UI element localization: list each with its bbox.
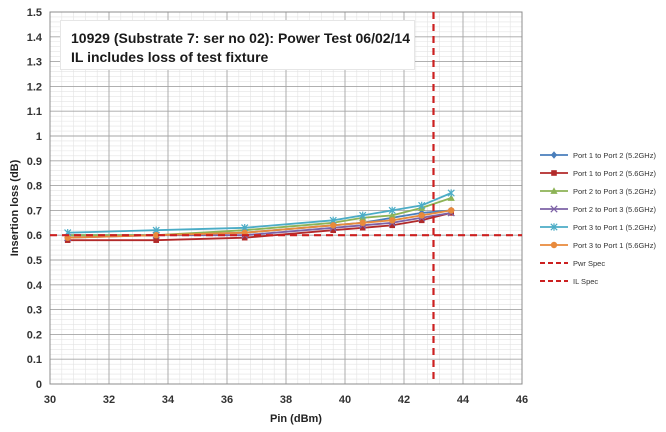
y-tick-label: 1.1 bbox=[27, 106, 42, 118]
x-tick-label: 38 bbox=[280, 394, 292, 406]
x-tick-label: 30 bbox=[44, 394, 56, 406]
reference-lines bbox=[50, 12, 522, 384]
y-tick-label: 0 bbox=[36, 379, 42, 391]
data-point bbox=[359, 211, 367, 220]
legend-label: Pwr Spec bbox=[573, 259, 605, 268]
legend-item: IL Spec bbox=[540, 277, 598, 286]
legend-item: Port 2 to Port 3 (5.6GHz) bbox=[540, 205, 656, 214]
x-tick-label: 46 bbox=[516, 394, 528, 406]
data-point bbox=[418, 217, 425, 224]
data-point bbox=[241, 234, 248, 241]
data-point bbox=[359, 219, 366, 226]
legend-item: Port 3 to Port 1 (5.6GHz) bbox=[540, 241, 656, 250]
y-tick-label: 1.4 bbox=[27, 32, 43, 44]
series-line bbox=[67, 192, 452, 234]
x-tick-label: 32 bbox=[103, 394, 115, 406]
data-point bbox=[388, 211, 396, 219]
legend-label: Port 3 to Port 1 (5.6GHz) bbox=[573, 241, 656, 250]
series-line bbox=[67, 212, 452, 242]
data-point bbox=[153, 237, 159, 243]
data-point bbox=[448, 207, 455, 214]
data-point bbox=[447, 194, 455, 201]
legend-item: Port 1 to Port 2 (5.2GHz) bbox=[540, 151, 656, 160]
data-point bbox=[418, 201, 426, 210]
legend-label: Port 2 to Port 3 (5.2GHz) bbox=[573, 187, 656, 196]
legend-label: Port 1 to Port 2 (5.2GHz) bbox=[573, 151, 656, 160]
legend-marker bbox=[550, 187, 558, 194]
y-axis-title: Insertion loss (dB) bbox=[9, 159, 21, 256]
y-tick-label: 0.4 bbox=[27, 280, 43, 292]
grid bbox=[49, 11, 523, 385]
series-5 bbox=[64, 189, 455, 237]
legend-label: IL Spec bbox=[573, 277, 598, 286]
y-tick-label: 1 bbox=[36, 131, 42, 143]
x-tick-label: 40 bbox=[339, 394, 351, 406]
legend-marker bbox=[550, 151, 558, 159]
data-point bbox=[153, 232, 160, 239]
y-tick-label: 1.5 bbox=[27, 7, 42, 19]
data-point bbox=[330, 227, 336, 234]
y-tick-label: 0.5 bbox=[27, 255, 42, 267]
x-tick-label: 36 bbox=[221, 394, 233, 406]
annotation-line-1: 10929 (Substrate 7: ser no 02): Power Te… bbox=[71, 30, 411, 46]
legend-marker bbox=[550, 223, 558, 231]
legend-label: Port 1 to Port 2 (5.6GHz) bbox=[573, 169, 656, 178]
y-tick-label: 0.2 bbox=[27, 329, 42, 341]
y-tick-label: 0.9 bbox=[27, 156, 42, 168]
legend-marker bbox=[550, 241, 558, 249]
data-point bbox=[388, 206, 396, 215]
axis-ticks: 30 32 34 36 38 40 42 44 46 0 0.1 0.2 0.3 0.4 0.5 0.6 0.7… bbox=[27, 7, 528, 406]
y-tick-label: 0.7 bbox=[27, 205, 42, 217]
x-tick-label: 34 bbox=[162, 394, 175, 406]
x-axis-title: Pin (dBm) bbox=[270, 413, 322, 425]
data-point bbox=[418, 212, 425, 219]
data-point bbox=[359, 224, 366, 231]
data-point bbox=[330, 222, 337, 229]
legend-item: Port 1 to Port 2 (5.6GHz) bbox=[540, 169, 656, 178]
y-tick-label: 0.1 bbox=[27, 354, 42, 366]
y-tick-label: 0.3 bbox=[27, 305, 42, 317]
legend-item: Port 2 to Port 3 (5.2GHz) bbox=[540, 187, 656, 196]
data-point bbox=[389, 222, 395, 229]
data-point bbox=[389, 217, 396, 224]
y-tick-label: 0.8 bbox=[27, 181, 42, 193]
legend-item: Pwr Spec bbox=[540, 259, 605, 268]
legend-marker bbox=[551, 170, 557, 176]
legend-label: Port 3 to Port 1 (5.2GHz) bbox=[573, 223, 656, 232]
legend-item: Port 3 to Port 1 (5.2GHz) bbox=[540, 223, 656, 232]
y-tick-label: 0.6 bbox=[27, 230, 42, 242]
y-tick-label: 1.2 bbox=[27, 81, 42, 93]
legend: Port 1 to Port 2 (5.2GHz) Port 1 to Port … bbox=[540, 151, 656, 286]
x-tick-label: 42 bbox=[398, 394, 410, 406]
x-tick-label: 44 bbox=[457, 394, 470, 406]
chart-annotation: 10929 (Substrate 7: ser no 02): Power Te… bbox=[60, 20, 415, 70]
plot-area-border bbox=[49, 11, 523, 385]
legend-marker bbox=[550, 205, 558, 213]
y-tick-label: 1.3 bbox=[27, 57, 42, 69]
legend-label: Port 2 to Port 3 (5.6GHz) bbox=[573, 205, 656, 214]
data-point bbox=[447, 189, 455, 197]
annotation-line-2: IL includes loss of test fixture bbox=[71, 49, 269, 65]
